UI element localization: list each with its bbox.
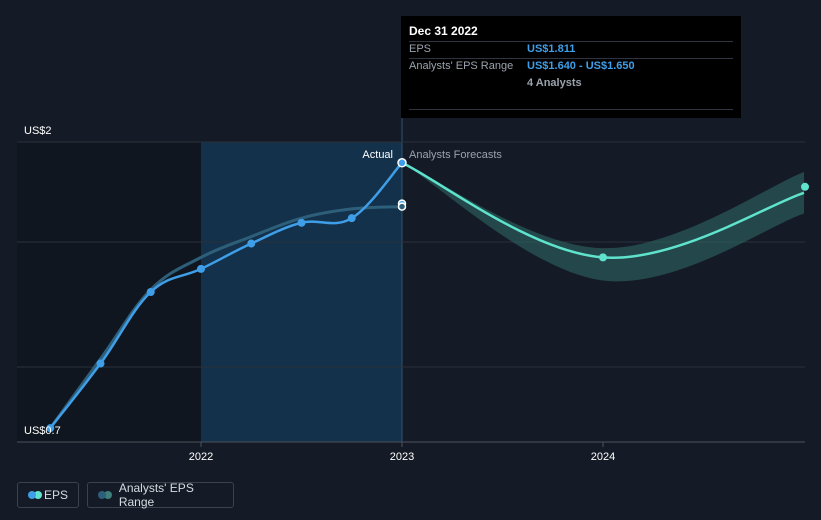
tooltip-divider — [409, 109, 733, 110]
tooltip-divider — [409, 41, 733, 42]
legend-eps-swatch — [28, 491, 42, 499]
eps-point — [146, 288, 155, 296]
forecast-point — [801, 182, 809, 191]
past-shade — [17, 142, 201, 442]
x-tick-label: 2024 — [591, 451, 615, 463]
eps-point — [247, 239, 256, 248]
tooltip-divider — [409, 58, 733, 59]
eps-point — [96, 359, 105, 368]
x-tick-label: 2022 — [189, 451, 213, 463]
legend-eps[interactable]: EPS — [17, 482, 79, 508]
actual-label: Actual — [362, 149, 393, 161]
legend-analysts-eps-range[interactable]: Analysts' EPS Range — [87, 481, 234, 509]
y-tick-top: US$2 — [24, 125, 52, 137]
tooltip-analyst-count: 4 Analysts — [527, 77, 582, 89]
tooltip: Dec 31 2022 EPS US$1.811 Analysts' EPS R… — [401, 16, 741, 118]
tooltip-eps-label: EPS — [409, 43, 432, 55]
legend-range-label: Analysts' EPS Range — [118, 481, 194, 509]
tooltip-date: Dec 31 2022 — [409, 24, 478, 38]
eps-point — [46, 424, 55, 433]
forecast-label: Analysts Forecasts — [409, 149, 502, 161]
tooltip-range-value: US$1.640 - US$1.650 — [527, 60, 635, 72]
x-axis-ticks: 2022 2023 2024 — [189, 442, 615, 463]
eps-point — [347, 214, 356, 223]
analysts-eps-range-line — [49, 205, 403, 430]
legend-eps-label: EPS — [43, 488, 68, 502]
forecast-point — [599, 253, 607, 262]
x-tick-label: 2023 — [390, 451, 414, 463]
eps-point — [197, 264, 205, 273]
range-point — [397, 202, 407, 211]
eps-point — [397, 158, 407, 168]
y-tick-bottom: US$0.7 — [24, 425, 61, 437]
tooltip-range-label: Analysts' EPS Range — [409, 60, 514, 72]
actual-period-highlight — [201, 142, 402, 442]
tooltip-eps-value: US$1.811 — [527, 43, 576, 55]
forecast-range-band — [402, 162, 804, 282]
legend-range-swatch — [98, 491, 112, 499]
eps-point — [297, 218, 306, 227]
